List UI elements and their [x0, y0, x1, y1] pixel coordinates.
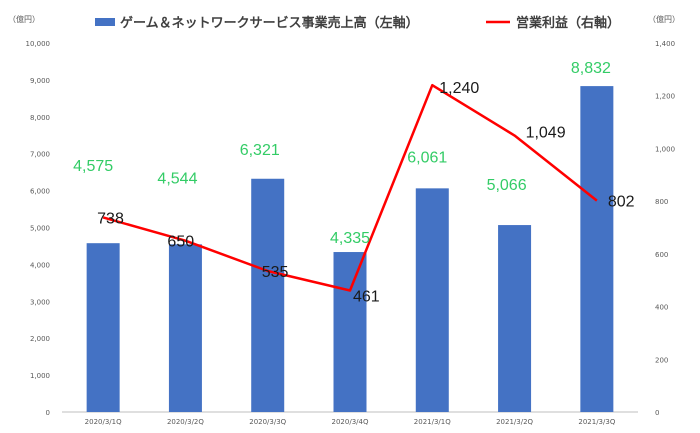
- right-tick-label: 800: [655, 198, 668, 206]
- sales-bar: [498, 225, 532, 412]
- category-label: 2020/3/4Q: [332, 418, 369, 426]
- profit-data-label: 1,049: [526, 125, 566, 142]
- left-tick-label: 8,000: [30, 114, 50, 122]
- sales-data-label: 5,066: [487, 177, 527, 194]
- left-tick-label: 10,000: [26, 40, 51, 48]
- line-data-labels: 738 650 535 461 1,240 1,049 802: [97, 80, 635, 305]
- category-label: 2021/3/3Q: [578, 418, 615, 426]
- right-tick-label: 600: [655, 251, 668, 259]
- sales-bar: [415, 188, 449, 412]
- left-tick-label: 0: [46, 409, 50, 417]
- left-tick-label: 6,000: [30, 188, 50, 196]
- category-label: 2020/3/1Q: [85, 418, 122, 426]
- legend-bar-label: ゲーム＆ネットワークサービス事業売上高（左軸）: [120, 15, 419, 31]
- legend-line-label: 営業利益（右軸）: [516, 15, 620, 31]
- left-tick-label: 4,000: [30, 261, 50, 269]
- category-label: 2020/3/3Q: [249, 418, 286, 426]
- right-axis: 0 200 400 600 800 1,000 1,200 1,400: [655, 40, 675, 417]
- left-tick-label: 2,000: [30, 335, 50, 343]
- profit-data-label: 1,240: [439, 80, 479, 97]
- right-tick-label: 1,000: [655, 145, 675, 153]
- sales-data-label: 6,061: [407, 149, 447, 166]
- sales-data-label: 4,575: [73, 158, 113, 175]
- sales-data-label: 4,544: [157, 170, 197, 187]
- sales-bar: [168, 244, 202, 412]
- right-tick-label: 400: [655, 304, 668, 312]
- sales-data-label: 6,321: [240, 142, 280, 159]
- left-tick-label: 5,000: [30, 225, 50, 233]
- left-axis: 0 1,000 2,000 3,000 4,000 5,000 6,000 7,000 8,00…: [26, 40, 51, 417]
- sales-data-label: 8,832: [571, 60, 611, 77]
- left-tick-label: 3,000: [30, 298, 50, 306]
- right-tick-label: 1,400: [655, 40, 675, 48]
- category-label: 2020/3/2Q: [167, 418, 204, 426]
- profit-data-label: 650: [167, 234, 194, 251]
- sales-bar: [251, 178, 285, 412]
- left-tick-label: 7,000: [30, 151, 50, 159]
- right-axis-unit: （億円）: [648, 14, 680, 24]
- sales-data-label: 4,335: [330, 230, 370, 247]
- category-label: 2021/3/2Q: [496, 418, 533, 426]
- legend-bar-swatch: [95, 18, 115, 26]
- profit-data-label: 461: [353, 288, 380, 305]
- profit-data-label: 738: [97, 210, 124, 227]
- right-tick-label: 200: [655, 356, 668, 364]
- bar-series: [86, 86, 614, 413]
- profit-data-label: 802: [608, 194, 635, 211]
- profit-line: [102, 83, 598, 292]
- left-axis-unit: （億円）: [8, 14, 40, 24]
- sales-bar: [333, 252, 367, 412]
- right-tick-label: 1,200: [655, 93, 675, 101]
- legend: ゲーム＆ネットワークサービス事業売上高（左軸） 営業利益（右軸）: [95, 15, 620, 31]
- sales-bar: [580, 86, 614, 413]
- profit-data-label: 535: [262, 264, 289, 281]
- left-tick-label: 1,000: [30, 372, 50, 380]
- right-tick-label: 0: [655, 409, 659, 417]
- sales-bar: [86, 243, 120, 412]
- category-label: 2021/3/1Q: [414, 418, 451, 426]
- left-tick-label: 9,000: [30, 77, 50, 85]
- bar-data-labels: 4,575 4,544 6,321 4,335 6,061 5,066 8,832: [73, 60, 611, 247]
- x-axis: 2020/3/1Q 2020/3/2Q 2020/3/3Q 2020/3/4Q 2021…: [85, 418, 616, 426]
